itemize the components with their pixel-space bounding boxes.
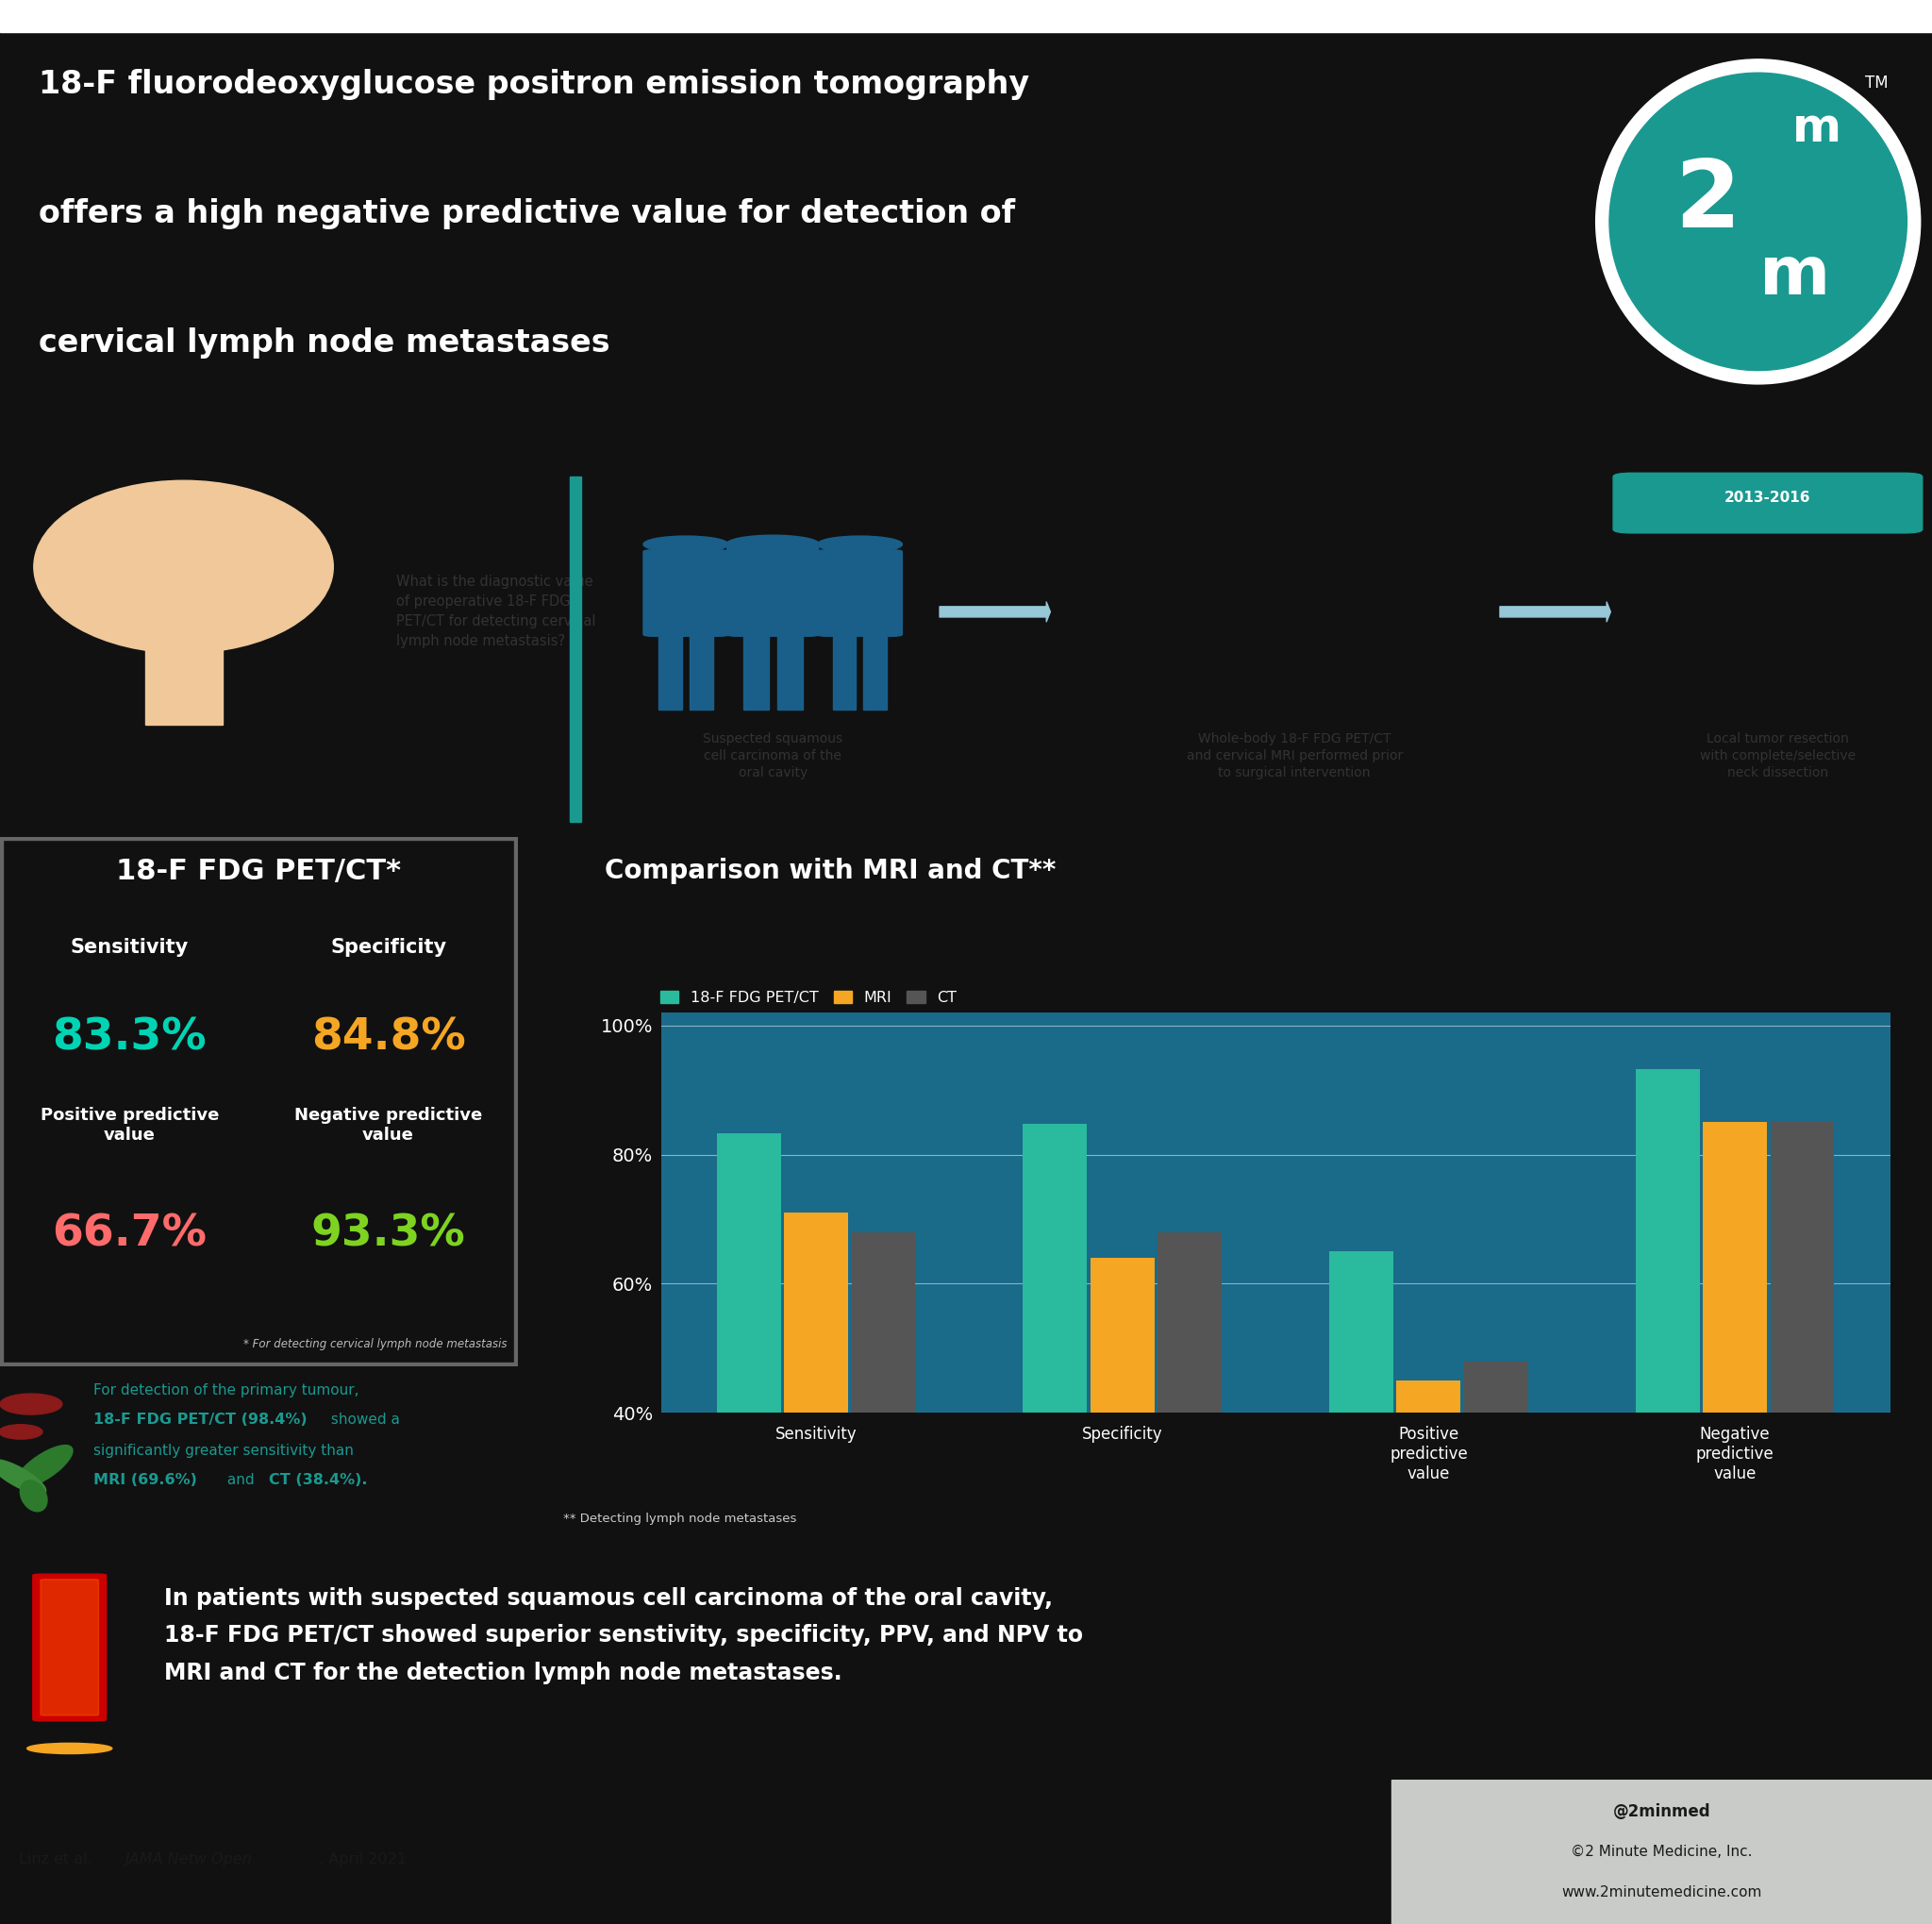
Text: significantly greater sensitivity than: significantly greater sensitivity than xyxy=(93,1443,354,1458)
Bar xyxy=(1702,1122,1768,1672)
Text: MRI (69.6%): MRI (69.6%) xyxy=(93,1474,197,1487)
Text: In patients with suspected squamous cell carcinoma of the oral cavity,
18-F FDG : In patients with suspected squamous cell… xyxy=(164,1587,1084,1684)
Circle shape xyxy=(0,1393,62,1414)
Bar xyxy=(864,635,887,710)
FancyBboxPatch shape xyxy=(1613,473,1922,533)
Text: Specificity: Specificity xyxy=(330,937,446,956)
Circle shape xyxy=(817,537,902,552)
FancyBboxPatch shape xyxy=(643,550,728,637)
Text: @2minmed: @2minmed xyxy=(1613,1803,1710,1820)
Circle shape xyxy=(27,1743,112,1755)
Bar xyxy=(659,635,682,710)
FancyBboxPatch shape xyxy=(817,550,902,637)
Text: ©2 Minute Medicine, Inc.: ©2 Minute Medicine, Inc. xyxy=(1571,1845,1752,1859)
Bar xyxy=(570,477,582,822)
Bar xyxy=(1391,1780,1932,1924)
Text: 18-F FDG PET/CT*: 18-F FDG PET/CT* xyxy=(116,858,402,885)
Circle shape xyxy=(0,1424,43,1439)
Text: Whole-body 18-F FDG PET/CT
and cervical MRI performed prior
to surgical interven: Whole-body 18-F FDG PET/CT and cervical … xyxy=(1186,731,1403,779)
Circle shape xyxy=(726,535,819,554)
FancyBboxPatch shape xyxy=(33,1574,106,1720)
Bar xyxy=(1090,1258,1153,1672)
Text: Negative predictive
value: Negative predictive value xyxy=(294,1106,483,1143)
Text: . April 2021: . April 2021 xyxy=(319,1853,406,1866)
Text: 2013-2016: 2013-2016 xyxy=(1725,491,1810,504)
Bar xyxy=(833,635,856,710)
Bar xyxy=(1329,1251,1393,1672)
Text: * For detecting cervical lymph node metastasis: * For detecting cervical lymph node meta… xyxy=(243,1337,508,1351)
Circle shape xyxy=(1609,73,1907,371)
Text: JAMA Netw Open: JAMA Netw Open xyxy=(126,1853,253,1866)
Text: 83.3%: 83.3% xyxy=(52,1016,207,1060)
Text: offers a high negative predictive value for detection of: offers a high negative predictive value … xyxy=(39,198,1014,229)
Bar xyxy=(1464,1360,1528,1672)
Text: For detection of the primary tumour,: For detection of the primary tumour, xyxy=(93,1383,359,1397)
Text: What is the diagnostic value
of preoperative 18-F FDG
PET/CT for detecting cervi: What is the diagnostic value of preopera… xyxy=(396,573,595,648)
Text: ORAL CAVITY SQUAMOUS
CELL CARCINOMA (OCSCC): ORAL CAVITY SQUAMOUS CELL CARCINOMA (OCS… xyxy=(396,469,611,500)
Bar xyxy=(0,0,1932,33)
Bar xyxy=(1157,1231,1221,1672)
Text: m: m xyxy=(1760,242,1832,308)
Text: CT (38.4%).: CT (38.4%). xyxy=(269,1474,367,1487)
Bar xyxy=(784,1212,848,1672)
Text: 18-F fluorodeoxyglucose positron emission tomography: 18-F fluorodeoxyglucose positron emissio… xyxy=(39,69,1030,100)
Text: ** Detecting lymph node metastases: ** Detecting lymph node metastases xyxy=(562,1512,796,1526)
Bar xyxy=(717,1133,781,1672)
Text: TM: TM xyxy=(1864,75,1888,92)
Bar xyxy=(690,635,713,710)
Text: 84.8%: 84.8% xyxy=(311,1016,466,1060)
Text: 2: 2 xyxy=(1675,156,1741,246)
Bar xyxy=(744,627,769,710)
Bar xyxy=(1397,1381,1461,1672)
Text: Sensitivity: Sensitivity xyxy=(70,937,189,956)
Text: Positive predictive
value: Positive predictive value xyxy=(41,1106,218,1143)
Circle shape xyxy=(1596,60,1920,385)
Text: cervical lymph node metastases: cervical lymph node metastases xyxy=(39,327,611,360)
Bar xyxy=(1770,1122,1833,1672)
Text: www.2minutemedicine.com: www.2minutemedicine.com xyxy=(1561,1886,1762,1899)
Ellipse shape xyxy=(35,481,332,652)
Ellipse shape xyxy=(15,1445,73,1487)
Text: and: and xyxy=(222,1474,259,1487)
Legend: 18-F FDG PET/CT, MRI, CT: 18-F FDG PET/CT, MRI, CT xyxy=(655,985,962,1012)
Text: n = 135: n = 135 xyxy=(730,469,815,489)
Ellipse shape xyxy=(0,1460,46,1495)
Text: Suspected squamous
cell carcinoma of the
oral cavity: Suspected squamous cell carcinoma of the… xyxy=(703,731,842,779)
FancyBboxPatch shape xyxy=(41,1580,99,1716)
Bar xyxy=(1636,1068,1700,1672)
Text: 66.7%: 66.7% xyxy=(52,1212,207,1254)
Text: m: m xyxy=(1793,106,1841,152)
FancyBboxPatch shape xyxy=(726,543,819,637)
Bar xyxy=(777,627,802,710)
Bar xyxy=(145,643,222,725)
Circle shape xyxy=(643,537,728,552)
Text: Prospective Cohort: Prospective Cohort xyxy=(1227,469,1439,489)
Text: showed a: showed a xyxy=(327,1412,400,1428)
Text: Comparison with MRI and CT**: Comparison with MRI and CT** xyxy=(605,858,1057,885)
Text: 93.3%: 93.3% xyxy=(311,1212,466,1254)
Bar xyxy=(1022,1124,1088,1672)
Ellipse shape xyxy=(19,1480,46,1512)
Text: Local tumor resection
with complete/selective
neck dissection: Local tumor resection with complete/sele… xyxy=(1700,731,1855,779)
Bar xyxy=(852,1231,916,1672)
Text: 18-F FDG PET/CT (98.4%): 18-F FDG PET/CT (98.4%) xyxy=(93,1412,307,1428)
Text: Linz et al.: Linz et al. xyxy=(19,1853,99,1866)
